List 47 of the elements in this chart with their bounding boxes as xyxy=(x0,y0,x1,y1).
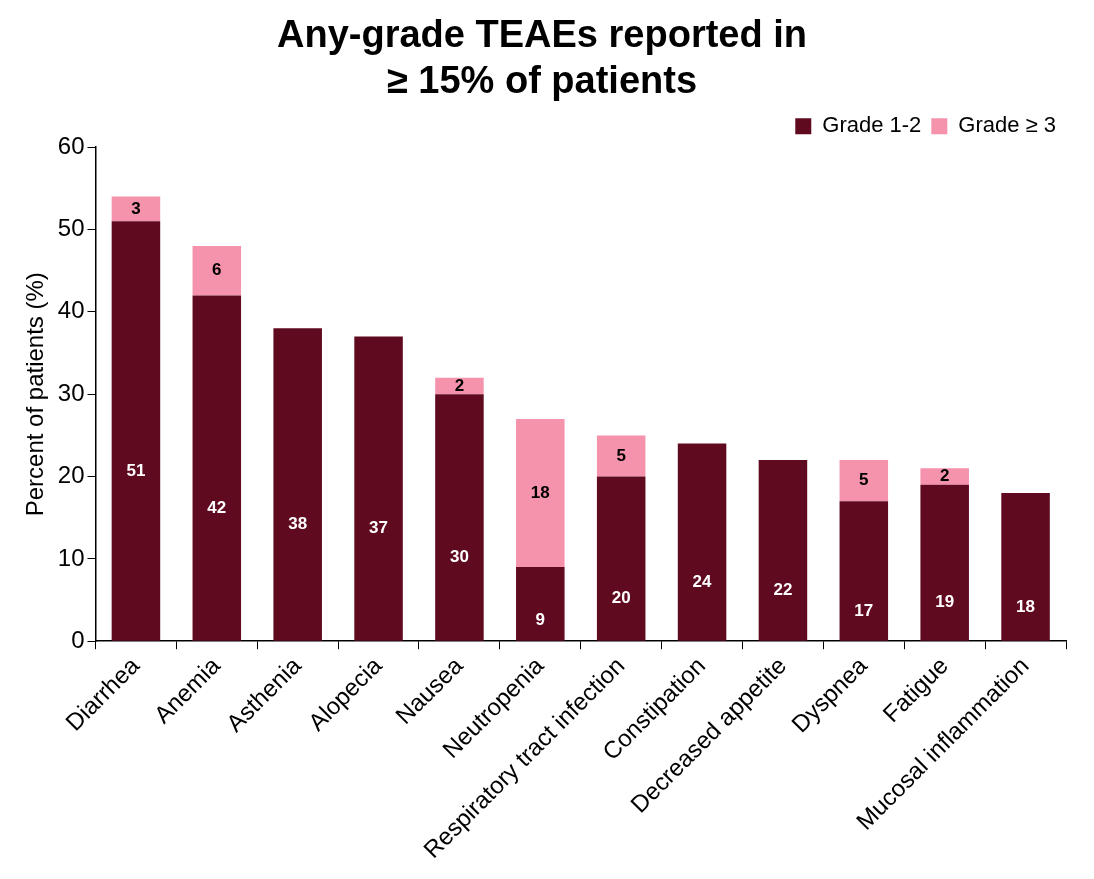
bar xyxy=(354,336,403,641)
data-label: 2 xyxy=(939,466,950,486)
chart-title: Any-grade TEAEs reported in ≥ 15% of patients xyxy=(277,13,807,101)
bar xyxy=(596,476,646,641)
data-label: 51 xyxy=(126,460,146,480)
data-label: 5 xyxy=(859,470,869,490)
data-label: 19 xyxy=(935,592,955,612)
data-label: 9 xyxy=(535,610,546,630)
legend-label: Grade 1-2 xyxy=(822,112,922,138)
data-label: 3 xyxy=(131,198,141,218)
bar xyxy=(677,443,727,641)
bar xyxy=(1001,493,1050,641)
bar xyxy=(111,221,161,641)
data-label: 18 xyxy=(1016,596,1036,616)
data-label: 42 xyxy=(207,497,227,517)
bar xyxy=(516,418,565,568)
bar xyxy=(435,394,484,641)
data-label: 22 xyxy=(773,580,793,600)
data-label: 18 xyxy=(530,482,550,502)
legend-label: Grade ≥ 3 xyxy=(958,112,1057,138)
data-label: 17 xyxy=(854,600,874,620)
bar xyxy=(273,328,322,641)
y-tick-label: 40 xyxy=(57,296,85,324)
data-label: 20 xyxy=(611,588,631,608)
data-label: 2 xyxy=(454,375,465,395)
bar xyxy=(920,468,969,485)
y-tick-label: 60 xyxy=(57,131,85,159)
data-label: 24 xyxy=(692,571,713,591)
bar xyxy=(920,484,969,641)
bar xyxy=(596,435,646,477)
bar xyxy=(839,501,889,641)
bar xyxy=(192,246,242,296)
bar xyxy=(839,460,889,502)
y-tick-label: 0 xyxy=(71,625,85,653)
y-axis-title: Percent of patients (%) xyxy=(21,272,49,517)
bar xyxy=(758,460,808,641)
data-label: 30 xyxy=(449,547,469,567)
y-tick-label: 30 xyxy=(57,378,85,406)
y-tick-label: 10 xyxy=(57,543,85,571)
data-label: 5 xyxy=(616,445,626,465)
y-tick-label: 20 xyxy=(57,461,85,489)
y-tick-label: 50 xyxy=(57,214,85,242)
data-label: 6 xyxy=(212,260,222,280)
data-label: 37 xyxy=(369,518,389,538)
bar xyxy=(192,295,242,641)
bar xyxy=(516,567,565,641)
data-label: 38 xyxy=(288,514,308,534)
